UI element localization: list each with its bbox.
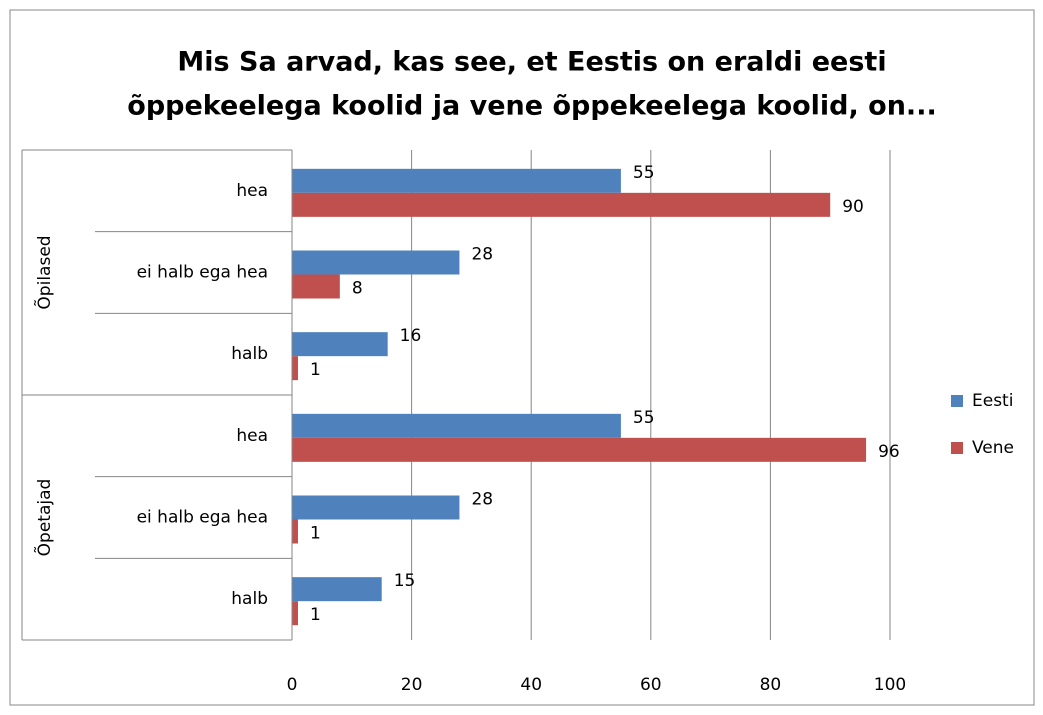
group-label: Õpilased bbox=[33, 235, 55, 309]
x-tick-label: 80 bbox=[760, 675, 782, 695]
chart-border bbox=[9, 9, 1035, 706]
y-tick-label: halb bbox=[231, 589, 268, 609]
x-tick-label: 100 bbox=[874, 675, 906, 695]
chart-title: Mis Sa arvad, kas see, et Eestis on eral… bbox=[177, 47, 886, 78]
bar bbox=[292, 577, 382, 602]
data-label: 90 bbox=[842, 197, 864, 217]
bar bbox=[292, 437, 867, 462]
chart-title: õppekeelega koolid ja vene õppekeelega k… bbox=[127, 91, 936, 122]
bar bbox=[292, 274, 340, 299]
data-label: 8 bbox=[352, 279, 363, 299]
bar bbox=[292, 250, 460, 275]
data-label: 1 bbox=[310, 524, 321, 544]
bar bbox=[292, 495, 460, 520]
bar bbox=[292, 601, 298, 626]
legend-swatch bbox=[951, 442, 963, 454]
y-tick-label: ei halb ega hea bbox=[137, 263, 268, 283]
data-label: 28 bbox=[471, 245, 493, 265]
y-tick-label: halb bbox=[231, 344, 268, 364]
bar bbox=[292, 168, 621, 193]
legend-label: Vene bbox=[972, 438, 1014, 458]
data-label: 1 bbox=[310, 605, 321, 625]
bar bbox=[292, 413, 621, 438]
x-tick-label: 60 bbox=[640, 675, 662, 695]
data-label: 28 bbox=[471, 490, 493, 510]
y-tick-label: hea bbox=[236, 426, 268, 446]
legend-label: Eesti bbox=[972, 391, 1013, 411]
x-tick-label: 0 bbox=[287, 675, 298, 695]
y-tick-label: ei halb ega hea bbox=[137, 508, 268, 528]
group-label: Õpetajad bbox=[33, 479, 55, 557]
y-tick-label: hea bbox=[236, 181, 268, 201]
data-label: 1 bbox=[310, 360, 321, 380]
bar bbox=[292, 332, 388, 357]
legend-swatch bbox=[951, 395, 963, 407]
data-label: 55 bbox=[633, 408, 655, 428]
data-label: 55 bbox=[633, 163, 655, 183]
data-label: 16 bbox=[400, 326, 422, 346]
data-label: 15 bbox=[394, 571, 416, 591]
bar bbox=[292, 192, 831, 217]
x-tick-label: 40 bbox=[520, 675, 542, 695]
bar bbox=[292, 519, 298, 544]
bar bbox=[292, 356, 298, 381]
x-tick-label: 20 bbox=[401, 675, 423, 695]
data-label: 96 bbox=[878, 442, 900, 462]
